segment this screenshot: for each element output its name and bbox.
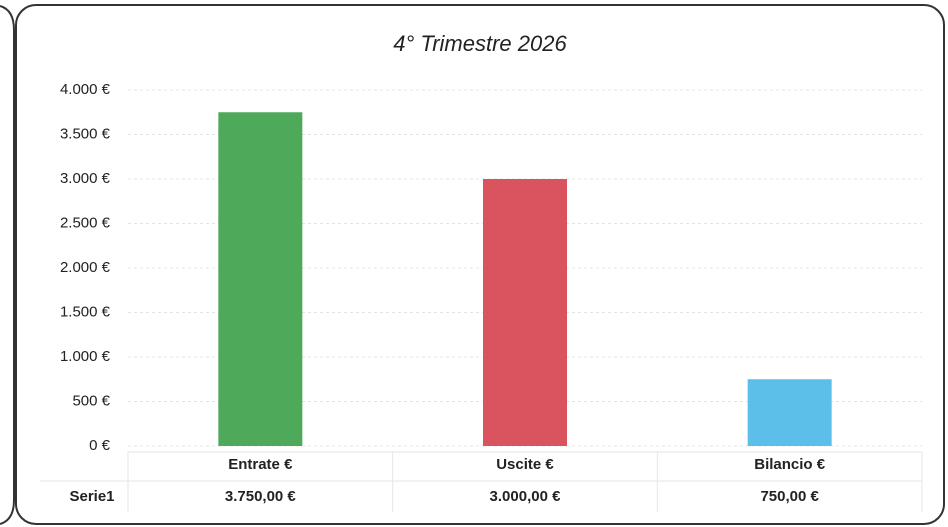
frame-edge: [0, 5, 15, 525]
x-tick-label: Uscite €: [496, 456, 554, 473]
x-tick-label: Entrate €: [228, 456, 293, 473]
legend-series-name: Serie1: [69, 488, 114, 505]
bar: [483, 179, 567, 446]
y-tick-label: 4.000 €: [60, 81, 111, 98]
y-tick-label: 3.000 €: [60, 170, 111, 187]
y-tick-label: 3.500 €: [60, 125, 111, 142]
y-tick-label: 1.500 €: [60, 303, 111, 320]
y-tick-label: 0 €: [89, 437, 111, 454]
y-tick-label: 500 €: [72, 392, 110, 409]
y-tick-label: 1.000 €: [60, 348, 111, 365]
table-value: 3.000,00 €: [490, 488, 562, 505]
y-tick-label: 2.000 €: [60, 259, 111, 276]
y-tick-label: 2.500 €: [60, 214, 111, 231]
table-value: 750,00 €: [760, 488, 819, 505]
chart-title: 4° Trimestre 2026: [393, 31, 567, 56]
table-value: 3.750,00 €: [225, 488, 297, 505]
bar: [747, 379, 832, 446]
x-tick-label: Bilancio €: [754, 456, 826, 473]
chart-frame: [15, 4, 945, 525]
bar: [218, 112, 303, 446]
